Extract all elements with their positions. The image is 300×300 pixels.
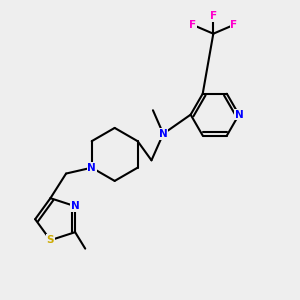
Text: F: F — [230, 20, 238, 30]
Text: S: S — [47, 235, 54, 245]
Text: N: N — [71, 201, 80, 211]
Text: N: N — [159, 129, 168, 139]
Text: N: N — [235, 110, 243, 120]
Text: F: F — [210, 11, 217, 21]
Text: F: F — [189, 20, 196, 30]
Text: N: N — [87, 163, 96, 173]
